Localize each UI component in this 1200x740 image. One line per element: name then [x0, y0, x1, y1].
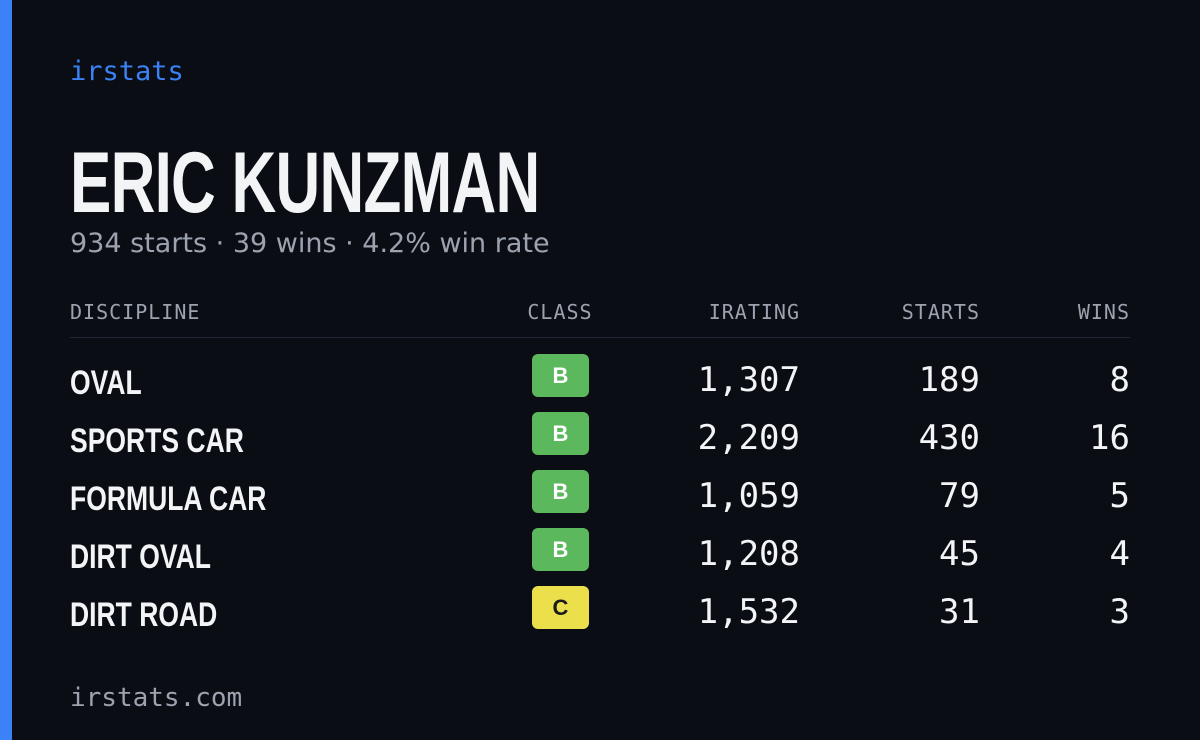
starts-value: 189	[918, 360, 980, 400]
wins-value: 3	[1109, 592, 1130, 632]
irating-value: 1,208	[697, 534, 800, 574]
header-divider	[70, 337, 1130, 338]
discipline: FORMULA CAR	[70, 480, 267, 518]
discipline: DIRT ROAD	[70, 596, 218, 634]
wins-value: 8	[1109, 360, 1130, 400]
wins-value: 5	[1109, 476, 1130, 516]
class-badge: B	[532, 412, 589, 455]
irating-value: 1,532	[697, 592, 800, 632]
column-header: DISCIPLINE	[70, 300, 201, 324]
irating-value: 1,307	[697, 360, 800, 400]
driver-summary: 934 starts · 39 wins · 4.2% win rate	[70, 228, 550, 259]
accent-bar	[0, 0, 12, 740]
starts-value: 79	[939, 476, 980, 516]
brand: irstats	[70, 56, 184, 87]
irating-value: 1,059	[697, 476, 800, 516]
class-badge: C	[532, 586, 589, 629]
column-header: IRATING	[708, 300, 800, 324]
column-header: CLASS	[527, 300, 593, 324]
column-header: STARTS	[901, 300, 980, 324]
footer: irstats.com	[70, 683, 243, 713]
wins-value: 4	[1109, 534, 1130, 574]
starts-value: 430	[918, 418, 980, 458]
class-badge: B	[532, 528, 589, 571]
discipline: OVAL	[70, 364, 142, 402]
starts-value: 45	[939, 534, 980, 574]
wins-value: 16	[1089, 418, 1130, 458]
discipline: SPORTS CAR	[70, 422, 244, 460]
starts-value: 31	[939, 592, 980, 632]
irating-value: 2,209	[697, 418, 800, 458]
class-badge: B	[532, 354, 589, 397]
discipline: DIRT OVAL	[70, 538, 211, 576]
driver-name: ERIC KUNZMAN	[70, 135, 540, 231]
class-badge: B	[532, 470, 589, 513]
column-header: WINS	[1077, 300, 1130, 324]
